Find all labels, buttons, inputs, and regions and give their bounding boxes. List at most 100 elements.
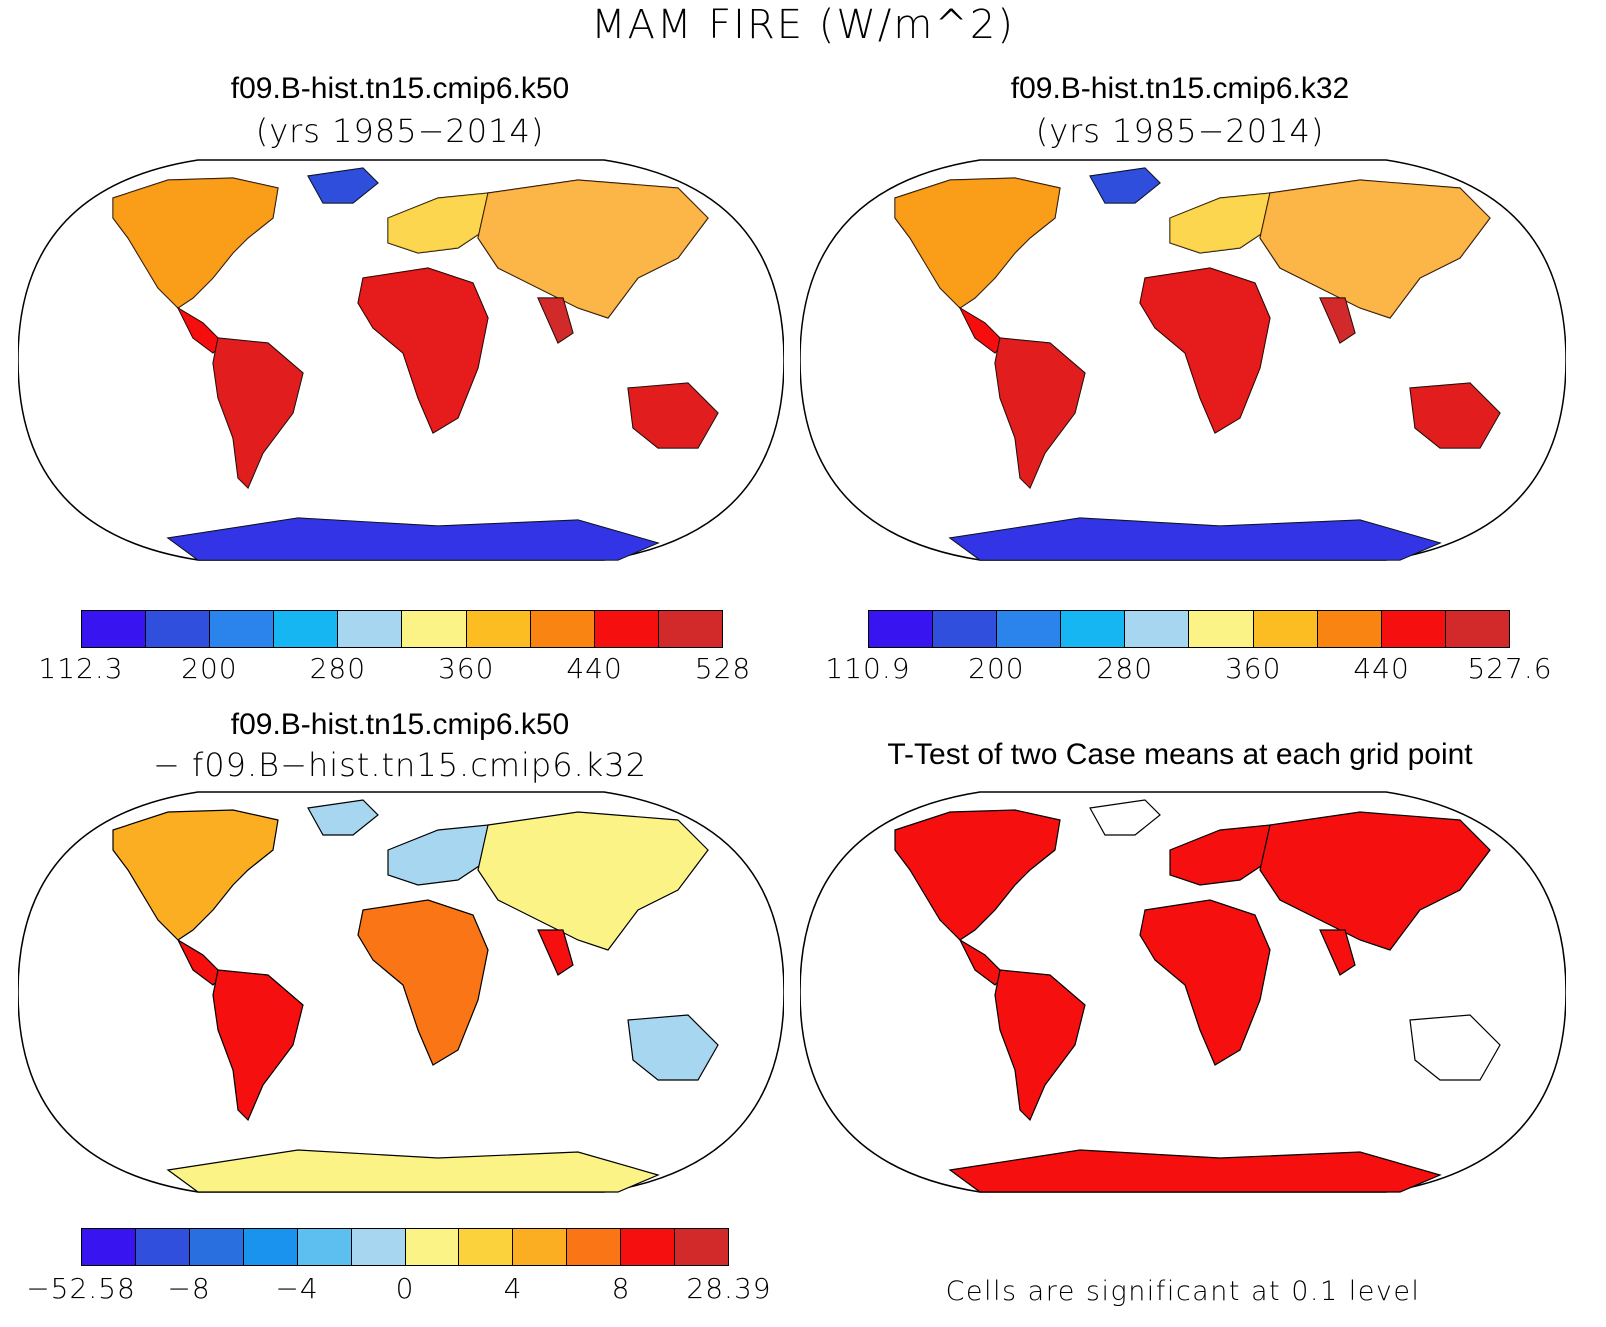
colorbar-tick-label: 528 xyxy=(694,652,752,685)
colorbar-swatch xyxy=(459,1229,514,1265)
colorbar-swatch xyxy=(1253,611,1318,647)
panel-subtitle-diff: − f09.B−hist.tn15.cmip6.k32 xyxy=(153,746,647,784)
colorbar-tick-label: 360 xyxy=(1224,652,1282,685)
land-inner-band xyxy=(995,338,1085,488)
colorbar-swatch xyxy=(189,1229,244,1265)
colorbar-swatch xyxy=(1317,611,1382,647)
colorbar-tick-label: 440 xyxy=(566,652,623,685)
colorbar-swatch xyxy=(658,611,722,647)
colorbar-swatch xyxy=(621,1229,676,1265)
colorbar-tick-label: 280 xyxy=(1096,652,1154,685)
land-inner-band xyxy=(388,193,488,253)
colorbar-tick-label: 28.39 xyxy=(686,1272,772,1305)
colorbar-swatch xyxy=(1381,611,1446,647)
colorbar-tick-label: 527.6 xyxy=(1467,652,1553,685)
land-region xyxy=(948,1149,1442,1193)
colorbar-swatch xyxy=(338,611,403,647)
panel-title-ttest: T-Test of two Case means at each grid po… xyxy=(887,738,1473,771)
colorbar-tick-label: −52.58 xyxy=(26,1272,136,1305)
colorbar-swatch xyxy=(513,1229,568,1265)
land-inner-band xyxy=(950,518,1440,560)
colorbar-swatch xyxy=(297,1229,352,1265)
colorbar-swatch xyxy=(530,611,595,647)
land-region xyxy=(112,809,279,941)
colorbar-swatch xyxy=(869,611,934,647)
land-inner-band xyxy=(308,168,378,203)
land-region xyxy=(537,929,574,976)
colorbar-swatch xyxy=(675,1229,729,1265)
land-region xyxy=(166,1149,660,1193)
land-inner-band xyxy=(213,338,303,488)
land-inner-band xyxy=(960,308,1005,353)
colorbar-swatch xyxy=(997,611,1062,647)
colorbar-swatch xyxy=(351,1229,406,1265)
map-k50 xyxy=(18,159,784,561)
colorbar-swatch xyxy=(243,1229,298,1265)
land-region xyxy=(627,1014,719,1081)
colorbar-swatch xyxy=(1061,611,1126,647)
colorbar-tick-label: 200 xyxy=(968,652,1025,685)
land-inner-band xyxy=(1140,268,1270,433)
colorbar-swatch xyxy=(1189,611,1254,647)
map-k32 xyxy=(800,159,1566,561)
colorbar-swatch xyxy=(274,611,339,647)
land-region xyxy=(212,969,304,1122)
panel-title-diff: f09.B-hist.tn15.cmip6.k50 xyxy=(230,708,570,741)
land-inner-band xyxy=(1090,168,1160,203)
land-inner-band xyxy=(628,383,718,448)
colorbar-swatch xyxy=(402,611,467,647)
land-region xyxy=(307,799,379,836)
colorbar-tick-label: 0 xyxy=(395,1272,415,1305)
colorbar-swatch xyxy=(594,611,659,647)
colorbar-swatch xyxy=(82,1229,136,1265)
colorbar-swatch xyxy=(1125,611,1190,647)
colorbar-swatch xyxy=(466,611,531,647)
colorbar-tick-label: 440 xyxy=(1353,652,1410,685)
land-region xyxy=(1259,811,1491,951)
land-region xyxy=(477,811,709,951)
colorbar-swatch xyxy=(146,611,211,647)
colorbar-tick-label: 4 xyxy=(503,1272,523,1305)
land-region xyxy=(1169,824,1271,886)
significance-note: Cells are significant at 0.1 level xyxy=(945,1276,1421,1307)
colorbar-swatch xyxy=(933,611,998,647)
land-inner-band xyxy=(358,268,488,433)
figure-title: MAM FIRE (W/m^2) xyxy=(591,2,1015,48)
colorbar-swatch xyxy=(210,611,275,647)
land-region xyxy=(994,969,1086,1122)
land-inner-band xyxy=(478,180,708,318)
map-difference xyxy=(18,791,784,1193)
land-region xyxy=(357,899,489,1066)
colorbar-tick-label: 280 xyxy=(309,652,367,685)
colorbar-k50 xyxy=(81,610,723,648)
colorbar-swatch xyxy=(1445,611,1509,647)
colorbar-tick-label: 112.3 xyxy=(38,652,124,685)
land-inner-band xyxy=(168,518,658,560)
colorbar-tick-label: 200 xyxy=(181,652,238,685)
colorbar-difference xyxy=(81,1228,729,1266)
colorbar-swatch xyxy=(567,1229,622,1265)
land-region xyxy=(894,809,1061,941)
land-region xyxy=(387,824,489,886)
colorbar-swatch xyxy=(405,1229,460,1265)
land-inner-band xyxy=(1410,383,1500,448)
panel-title-k32: f09.B-hist.tn15.cmip6.k32 xyxy=(1010,72,1350,105)
colorbar-tick-label: −4 xyxy=(275,1272,319,1305)
panel-title-k50: f09.B-hist.tn15.cmip6.k50 xyxy=(230,72,570,105)
colorbar-tick-label: 8 xyxy=(611,1272,631,1305)
land-inner-band xyxy=(1260,180,1490,318)
land-region xyxy=(1409,1014,1501,1081)
land-region xyxy=(1139,899,1271,1066)
colorbar-tick-label: 360 xyxy=(437,652,495,685)
colorbar-tick-label: 110.9 xyxy=(825,652,911,685)
land-inner-band xyxy=(113,178,278,308)
land-inner-band xyxy=(538,298,573,343)
land-inner-band xyxy=(178,308,223,353)
colorbar-swatch xyxy=(82,611,147,647)
colorbar-tick-label: −8 xyxy=(167,1272,211,1305)
colorbar-k32 xyxy=(868,610,1510,648)
map-ttest xyxy=(800,791,1566,1193)
land-inner-band xyxy=(1170,193,1270,253)
land-region xyxy=(1089,799,1161,836)
land-region xyxy=(1319,929,1356,976)
